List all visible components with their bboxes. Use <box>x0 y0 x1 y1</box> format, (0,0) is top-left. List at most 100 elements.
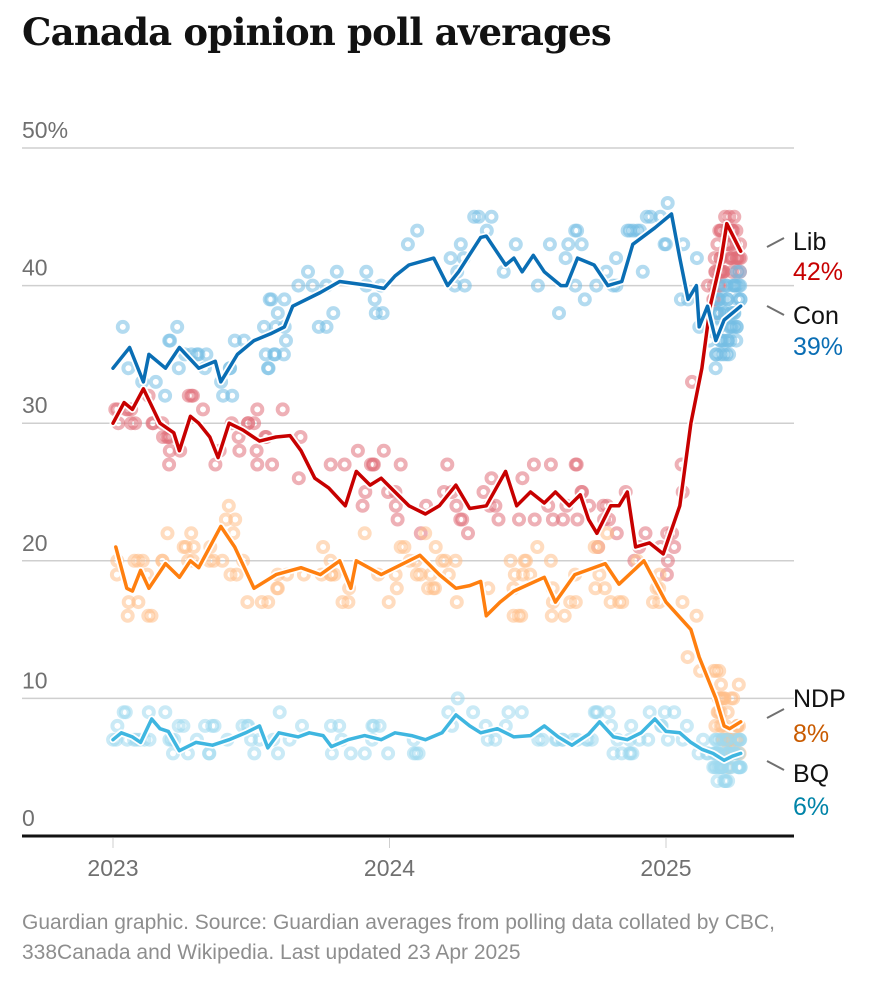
poll-dot-ndp <box>418 526 433 541</box>
poll-dot-bq <box>247 746 262 761</box>
series-name-ndp: NDP <box>793 685 846 713</box>
poll-dot-ndp <box>503 553 518 568</box>
poll-dot-con <box>115 319 130 334</box>
poll-dot-con <box>227 333 242 348</box>
poll-dot-lib <box>491 512 506 527</box>
poll-dot-bq <box>623 746 638 761</box>
chart-title: Canada opinion poll averages <box>22 10 612 54</box>
poll-dot-ndp <box>543 553 558 568</box>
poll-dot-bq <box>657 705 672 720</box>
poll-dot-lib <box>358 485 373 499</box>
poll-dot-con <box>329 264 344 279</box>
poll-dot-lib <box>728 251 743 266</box>
label-leader-con <box>766 305 785 316</box>
average-line-ndp <box>114 524 743 731</box>
y-tick-label: 20 <box>22 530 48 556</box>
series-name-bq: BQ <box>793 760 829 788</box>
poll-dot-bq <box>679 718 694 733</box>
poll-dot-ndp <box>712 663 727 678</box>
poll-dot-ndp <box>160 526 175 541</box>
poll-dot-lib <box>275 402 290 417</box>
poll-dot-con <box>171 361 186 376</box>
poll-dot-con <box>530 278 545 293</box>
poll-dot-con <box>635 264 650 279</box>
poll-dot-con <box>708 361 723 376</box>
poll-dot-con <box>574 237 589 252</box>
poll-dot-lib <box>388 498 403 513</box>
poll-dot-ndp <box>223 567 238 582</box>
line-halo-con <box>109 210 745 386</box>
poll-dot-ndp <box>381 595 396 610</box>
poll-dot-con <box>158 388 173 403</box>
poll-dot-ndp <box>519 553 533 568</box>
poll-dot-lib <box>196 402 210 417</box>
poll-dot-con <box>367 292 382 307</box>
poll-dot-lib <box>476 485 491 499</box>
poll-dot-lib <box>545 512 560 527</box>
poll-dot-bq <box>372 718 387 733</box>
series-value-bq: 6% <box>793 793 829 821</box>
poll-dot-con <box>443 251 458 266</box>
poll-dot-bq <box>158 705 173 720</box>
poll-dot-ndp <box>506 608 521 623</box>
x-tick-label: 2024 <box>364 855 415 881</box>
poll-dot-con <box>484 209 499 224</box>
series-value-lib: 42% <box>793 258 843 286</box>
poll-dot-bq <box>466 705 481 720</box>
poll-dot-con <box>726 319 741 334</box>
poll-dot-con <box>689 251 704 266</box>
poll-dot-con <box>620 223 635 238</box>
poll-dot-ndp <box>240 595 255 610</box>
poll-dot-lib <box>667 540 682 554</box>
label-leader-ndp <box>766 708 785 719</box>
poll-dot-ndp <box>714 677 728 692</box>
poll-dot-lib <box>250 457 265 472</box>
poll-dot-lib <box>247 416 262 431</box>
poll-dot-bq <box>733 732 748 747</box>
poll-dot-con <box>359 264 374 279</box>
poll-dot-con <box>270 306 285 321</box>
poll-dot-con <box>257 319 271 334</box>
poll-dot-lib <box>488 498 503 513</box>
poll-dot-bq <box>381 746 396 761</box>
poll-dot-lib <box>515 471 530 486</box>
poll-dot-lib <box>249 443 264 458</box>
poll-dot-con <box>319 319 334 334</box>
poll-dot-ndp <box>563 595 578 610</box>
poll-dot-ndp <box>261 595 276 610</box>
poll-dot-lib <box>232 443 247 458</box>
poll-dot-con <box>121 361 136 376</box>
poll-dot-ndp <box>229 567 244 582</box>
poll-dot-ndp <box>449 595 464 610</box>
poll-dot-con <box>291 278 306 293</box>
poll-dot-bq <box>324 718 338 733</box>
poll-dot-bq <box>708 732 723 747</box>
poll-dot-ndp <box>186 540 201 554</box>
poll-dot-lib <box>250 402 265 417</box>
poll-dot-lib <box>350 443 365 458</box>
poll-dot-lib <box>570 512 585 527</box>
poll-dot-con <box>542 237 557 252</box>
poll-dot-lib <box>265 457 280 472</box>
label-leader-bq <box>766 760 785 771</box>
poll-dot-ndp <box>254 595 269 610</box>
poll-dot-bq <box>642 705 657 720</box>
poll-dot-bq <box>198 718 213 733</box>
poll-dot-con <box>261 361 275 376</box>
poll-dot-ndp <box>218 512 233 527</box>
poll-dot-lib <box>484 471 499 486</box>
x-tick-label: 2023 <box>87 855 138 881</box>
poll-dot-lib <box>569 457 584 472</box>
poll-dot-ndp <box>591 540 606 554</box>
poll-dot-lib <box>291 471 306 486</box>
poll-dot-bq <box>271 746 285 761</box>
poll-dot-ndp <box>221 498 236 513</box>
poll-dot-bq <box>601 705 616 720</box>
series-name-con: Con <box>793 302 839 330</box>
average-line-con <box>111 212 743 384</box>
poll-dot-con <box>589 278 604 293</box>
poll-dot-ndp <box>426 581 441 596</box>
average-line-lib <box>111 221 743 556</box>
